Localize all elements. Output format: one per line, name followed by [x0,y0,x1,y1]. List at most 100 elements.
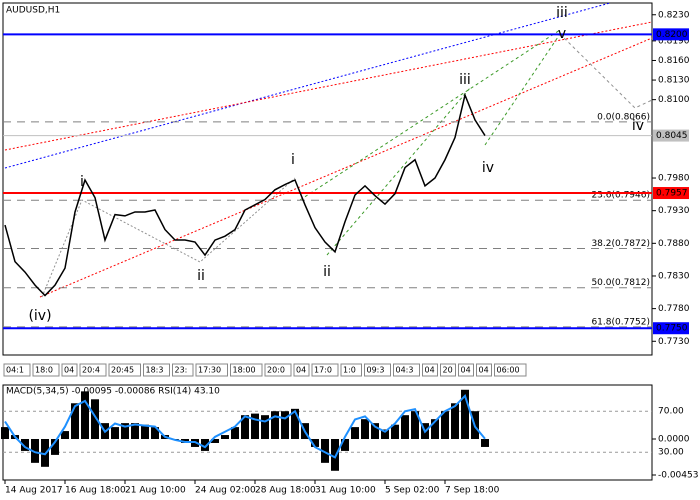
x-tick-label: 16 Aug 18:00 [65,486,126,496]
trend-lines [4,2,653,298]
wave-label: i [291,152,295,168]
x-tick-label: 24 Aug 02:00 [195,486,256,496]
macd-bar [31,439,39,463]
macd-bar [261,415,269,440]
y-tick-label: -0.00453 [658,470,698,480]
time-marker: 04 [461,366,471,375]
macd-bar [151,427,159,440]
macd-bar [81,391,89,440]
macd-bar [61,431,69,440]
y-tick-label: 0.8100 [658,95,690,105]
time-marker-box [458,363,474,377]
y2-tick-label: 70.00 [658,407,684,417]
macd-bar [111,427,119,440]
time-marker-box [172,363,194,377]
macd-bar [371,423,379,440]
green-channel-top [299,29,561,201]
y-tick-label: 0.8230 [658,10,690,20]
macd-bar [291,408,299,440]
price-line [4,92,486,297]
time-marker-box [3,363,31,377]
time-marker: 04:1 [6,366,24,375]
macd-bar [401,415,409,440]
time-marker-box [32,363,60,377]
time-marker-box [440,363,456,377]
macd-bar [271,411,279,440]
last-price-label: 0.8045 [656,131,688,141]
wave-label: iii [556,5,568,21]
macd-bar [201,439,209,451]
macd-bar [361,419,369,440]
macd-bar [51,439,59,455]
fib-label: 50.0(0.7812) [591,278,650,288]
time-marker: 04 [425,366,435,375]
red-channel-top [4,21,653,151]
fib-label: 38.2(0.7872) [591,239,650,249]
level-box [653,28,689,41]
time-marker: 20:0 [267,366,285,375]
time-marker: 04 [64,366,74,375]
time-marker: 1:0 [343,366,356,375]
macd-bar [391,424,399,440]
time-marker-box [393,363,420,377]
x-tick-label: 21 Aug 10:00 [125,486,186,496]
macd-bar [481,439,489,447]
level-box [653,187,689,200]
macd-bar [411,411,419,440]
green-projection [484,33,561,146]
time-marker-box [143,363,170,377]
macd-bar [451,403,459,440]
wave-label: iv [482,160,494,176]
macd-bar [321,439,329,463]
macd-bar [241,415,249,440]
macd-bar [231,427,239,440]
fib-label: 61.8(0.7752) [591,317,650,327]
y-tick-label: 0.7930 [658,206,690,216]
time-marker-box [61,363,78,377]
chart-title: AUDUSD,H1 [6,6,60,16]
time-marker: 18:00 [233,366,256,375]
y-tick-label: 0.8160 [658,56,690,66]
time-marker: 17:30 [198,366,221,375]
time-marker-box [476,363,492,377]
red-channel-bottom [39,37,653,298]
macd-bar [211,439,219,443]
macd-bar [381,429,389,440]
wave-label: ii [323,264,331,280]
y-tick-label: 0.7980 [658,174,690,184]
x-tick-label: 7 Sep 18:00 [445,486,500,496]
time-marker: 09:3 [367,366,385,375]
rsi-line [4,393,486,459]
y-tick-label: 0.7730 [658,337,690,347]
last-price-box [653,129,689,142]
x-tick-label: 14 Aug 2017 [5,486,63,496]
wave-label: ii [197,268,205,284]
time-marker-box [340,363,362,377]
time-marker-box [293,363,310,377]
y2-tick-label: 30.00 [658,448,684,458]
time-marker-box [195,363,228,377]
time-marker-box [230,363,263,377]
macd-bar [341,439,349,451]
time-marker: 18:0 [35,366,53,375]
macd-bar [331,439,339,471]
wave-label: iii [459,72,471,88]
green-channel [326,87,471,256]
time-marker-box [108,363,141,377]
fib-label: 23.6(0.7946) [591,191,650,201]
x-tick-label: 31 Aug 10:00 [315,486,376,496]
wave-label: (iv) [28,308,51,324]
macd-bar [221,435,229,440]
x-tick-label: 28 Aug 18:00 [255,486,316,496]
indicator-title: MACD(5,34,5) -0.00095 -0.00086 RSI(14) 4… [6,387,220,397]
y-tick-label: 0.8190 [658,36,690,46]
time-marker: 20 [443,366,453,375]
macd-bar [1,427,9,440]
time-marker: 18:3 [146,366,164,375]
macd-bar [431,419,439,440]
macd-bar [141,424,149,440]
y-tick-label: 0.7880 [658,239,690,249]
blue-channel [4,2,611,169]
time-marker: 20:45 [111,366,134,375]
